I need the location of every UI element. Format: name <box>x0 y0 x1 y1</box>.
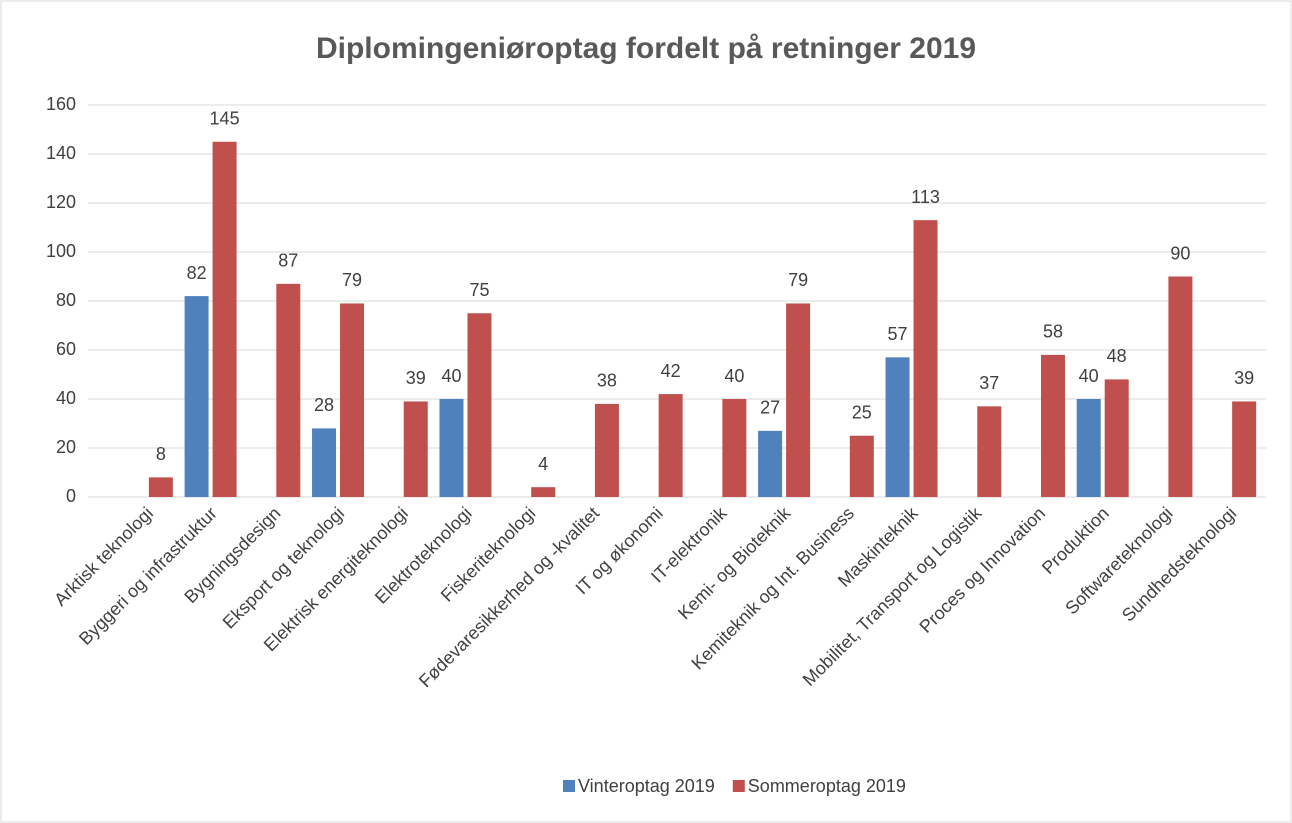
value-label: 40 <box>441 366 461 386</box>
legend-label: Sommeroptag 2019 <box>748 776 906 796</box>
bar <box>1040 354 1065 497</box>
y-tick-label: 100 <box>46 241 76 261</box>
bar <box>1104 379 1129 497</box>
value-label: 48 <box>1107 346 1127 366</box>
legend-swatch <box>563 780 575 792</box>
value-label: 4 <box>538 454 548 474</box>
bar <box>1076 399 1101 497</box>
bar <box>1168 276 1193 497</box>
value-label: 145 <box>210 109 240 129</box>
bar <box>849 435 874 497</box>
legend-swatch <box>732 780 745 792</box>
chart-title: Diplomingeniøroptag fordelt på retninger… <box>316 32 976 65</box>
bar <box>184 296 209 497</box>
value-label: 25 <box>852 403 872 423</box>
bar <box>913 220 938 497</box>
value-label: 82 <box>187 263 207 283</box>
value-label: 38 <box>597 371 617 391</box>
y-tick-label: 80 <box>56 290 76 310</box>
value-label: 42 <box>661 361 681 381</box>
bar <box>148 477 173 497</box>
value-label: 40 <box>724 366 744 386</box>
bar <box>340 303 365 497</box>
bar <box>212 141 237 497</box>
bar <box>758 430 783 497</box>
y-tick-label: 60 <box>56 339 76 359</box>
bar <box>594 403 619 497</box>
bar <box>276 283 301 497</box>
value-label: 40 <box>1079 366 1099 386</box>
value-label: 79 <box>788 270 808 290</box>
y-tick-label: 20 <box>56 437 76 457</box>
bar <box>1232 401 1257 497</box>
y-tick-label: 160 <box>46 94 76 114</box>
bar <box>977 406 1002 497</box>
value-label: 79 <box>342 270 362 290</box>
value-label: 57 <box>888 324 908 344</box>
bar <box>403 401 428 497</box>
value-label: 87 <box>278 251 298 271</box>
bar <box>658 394 683 497</box>
legend-label: Vinteroptag 2019 <box>578 776 715 796</box>
value-label: 27 <box>760 398 780 418</box>
value-label: 90 <box>1170 243 1190 263</box>
bar <box>722 399 747 497</box>
value-label: 113 <box>911 187 940 207</box>
bar <box>786 303 811 497</box>
y-tick-label: 140 <box>46 143 76 163</box>
y-tick-label: 120 <box>46 192 76 212</box>
bar <box>531 487 556 497</box>
bar <box>467 313 492 497</box>
value-label: 8 <box>156 444 166 464</box>
y-tick-label: 40 <box>56 388 76 408</box>
value-label: 75 <box>469 280 489 300</box>
value-label: 58 <box>1043 322 1063 342</box>
value-label: 28 <box>314 395 334 415</box>
bar <box>312 428 337 497</box>
value-label: 39 <box>406 368 426 388</box>
bar <box>885 357 910 497</box>
value-label: 39 <box>1234 368 1254 388</box>
value-label: 37 <box>979 373 999 393</box>
y-tick-label: 0 <box>66 486 76 506</box>
bar <box>439 399 464 497</box>
